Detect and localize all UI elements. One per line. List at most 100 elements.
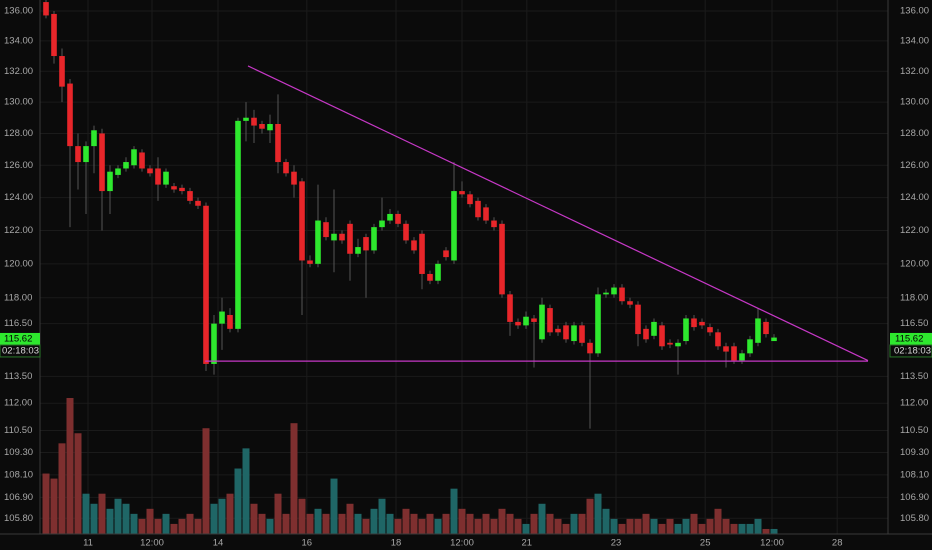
y-tick-label: 126.00: [4, 160, 33, 171]
label-layer: 136.00 136.00 134.00 134.00 132.00 132.00 130.…: [0, 5, 932, 549]
volume-bar: [618, 523, 626, 534]
candle-body: [275, 123, 281, 163]
candle-body: [451, 191, 457, 261]
volume-bar: [738, 523, 746, 534]
candle-body: [163, 171, 169, 185]
volume-bar: [106, 508, 114, 534]
candle-body: [51, 13, 57, 57]
y-tick-label: 108.10: [4, 469, 33, 480]
candle-body: [83, 146, 89, 163]
volume-bar: [474, 518, 482, 534]
y-tick-label: 110.50: [900, 425, 928, 436]
volume-bar: [42, 473, 50, 534]
candle-body: [107, 171, 113, 192]
candle-body: [435, 263, 441, 281]
volume-bar: [98, 493, 106, 534]
x-tick-label: 16: [302, 538, 313, 549]
volume-bar: [746, 523, 754, 534]
volume-bar: [434, 518, 442, 534]
volume-bar: [330, 478, 338, 534]
y-tick-label: 118.00: [4, 292, 32, 303]
volume-bar: [426, 513, 434, 534]
candle-body: [227, 314, 233, 329]
y-tick-label: 120.00: [900, 258, 929, 269]
candle-body: [75, 146, 81, 163]
candle-body: [691, 318, 697, 328]
volume-bar: [322, 513, 330, 534]
y-tick-label: 126.00: [900, 160, 929, 171]
x-tick-label: 21: [522, 538, 533, 549]
volume-bar: [290, 423, 298, 534]
candle-body: [211, 323, 217, 364]
y-tick-label: 109.30: [4, 447, 33, 458]
countdown-label: 02:18:03: [2, 345, 39, 356]
candle-body: [643, 328, 649, 340]
countdown-box: [889, 344, 932, 358]
y-tick-label: 109.30: [900, 447, 929, 458]
volume-bar: [282, 513, 290, 534]
volume-bar: [122, 503, 130, 534]
volume-bar: [234, 468, 242, 534]
candle-body: [219, 311, 225, 324]
volume-bar: [610, 518, 618, 534]
candle-body: [339, 233, 345, 241]
candle-body: [571, 325, 577, 342]
candle-body: [355, 247, 361, 254]
x-tick-label: 18: [391, 538, 402, 549]
volume-bar: [178, 518, 186, 534]
volume-bar: [722, 518, 730, 534]
y-tick-label: 105.80: [900, 513, 929, 524]
candle-body: [443, 250, 449, 258]
candle-body: [675, 342, 681, 347]
volume-bar: [146, 508, 154, 534]
y-tick-label: 122.00: [4, 225, 33, 236]
volume-bar: [562, 523, 570, 534]
candle-body: [507, 294, 513, 322]
candle-body: [739, 353, 745, 361]
y-tick-label: 112.00: [4, 398, 32, 409]
candle-body: [683, 318, 689, 342]
volume-bar: [482, 513, 490, 534]
candle-body: [243, 117, 249, 121]
candle-body: [659, 325, 665, 347]
candle-body: [331, 233, 337, 241]
candle-body: [235, 120, 241, 329]
volume-bar: [514, 518, 522, 534]
volume-bar: [626, 518, 634, 534]
trendline: [247, 65, 869, 362]
y-tick-label: 128.00: [900, 128, 929, 139]
candle-body: [411, 240, 417, 251]
volume-bar: [530, 513, 538, 534]
volume-bar: [570, 513, 578, 534]
volume-bar: [634, 518, 642, 534]
volume-bar: [410, 513, 418, 534]
volume-bar: [546, 513, 554, 534]
volume-bar: [346, 503, 354, 534]
y-tick-label: 132.00: [4, 66, 33, 77]
candle-body: [99, 133, 105, 192]
volume-layer: [42, 398, 778, 534]
volume-bar: [138, 518, 146, 534]
candle-body: [283, 162, 289, 174]
volume-bar: [458, 508, 466, 534]
candle-body: [139, 152, 145, 169]
x-tick-label: 12:00: [140, 538, 164, 549]
candle-body: [635, 304, 641, 335]
volume-bar: [202, 428, 210, 534]
volume-bar: [682, 518, 690, 534]
candle-body: [747, 339, 753, 354]
volume-bar: [354, 513, 362, 534]
candle-body: [515, 321, 521, 326]
candle-body: [763, 321, 769, 335]
volume-bar: [754, 518, 762, 534]
candle-body: [67, 83, 73, 147]
volume-bar: [258, 513, 266, 534]
candle-body: [259, 123, 265, 129]
volume-bar: [250, 503, 258, 534]
candle-body: [651, 321, 657, 336]
candle-body: [315, 220, 321, 264]
volume-bar: [154, 518, 162, 534]
x-tick-label: 14: [213, 538, 224, 549]
y-tick-label: 113.50: [900, 371, 928, 382]
